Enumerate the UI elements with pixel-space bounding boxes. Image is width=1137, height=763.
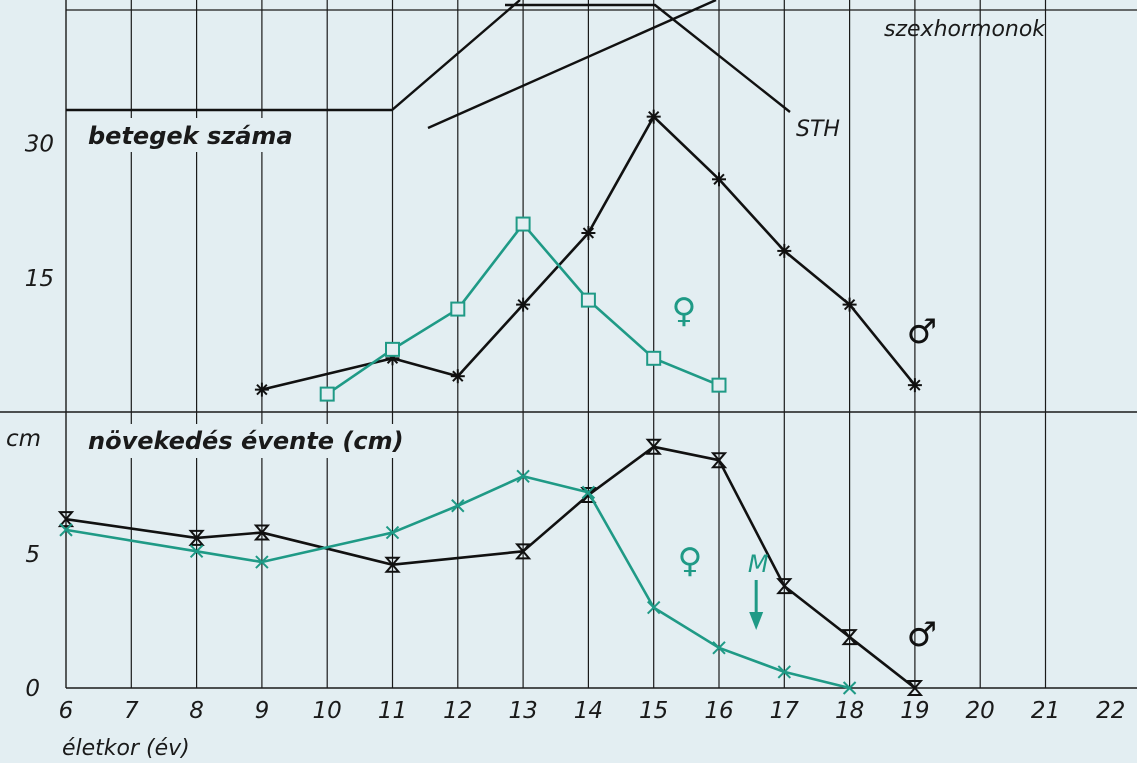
asterisk-marker <box>907 378 922 393</box>
x-tick-label: 16 <box>704 698 733 724</box>
patients-male-line <box>261 115 916 391</box>
growth-title-bg <box>84 424 444 458</box>
cross-marker <box>451 499 465 513</box>
x-tick-label: 17 <box>770 698 800 724</box>
cross-marker <box>255 555 269 569</box>
asterisk-marker <box>646 109 661 124</box>
square-marker <box>450 301 466 317</box>
cross-marker <box>581 485 596 500</box>
x-tick-label: 11 <box>378 698 407 724</box>
x-tick-label: 10 <box>313 698 342 724</box>
cross-marker <box>842 681 857 695</box>
x-tick-label: 12 <box>443 698 472 724</box>
patients-panel-title: betegek száma <box>88 122 293 150</box>
sth-label: STH <box>796 117 840 142</box>
x-axis-label: életkor (év) <box>62 736 190 761</box>
asterisk-marker <box>777 243 792 258</box>
x-tick-label: 22 <box>1096 698 1125 724</box>
square-marker <box>385 341 400 357</box>
x-tick-label: 21 <box>1031 698 1060 724</box>
menarche-arrow: M <box>748 550 769 630</box>
hourglass-marker <box>188 529 205 546</box>
asterisk-marker <box>254 382 269 397</box>
hourglass-marker <box>645 438 662 455</box>
cross-marker <box>646 600 661 615</box>
growth-panel: ♀ ♂ M <box>57 438 937 696</box>
y-tick-label: 15 <box>25 266 54 292</box>
male-symbol-icon: ♂ <box>907 312 937 352</box>
x-tick-label: 7 <box>124 698 139 724</box>
hourglass-marker <box>514 543 532 560</box>
x-tick-label: 20 <box>966 698 995 724</box>
patients-title-bg <box>84 118 320 152</box>
y-tick-label: 5 <box>25 542 40 568</box>
square-marker <box>319 386 335 402</box>
growth-panel-title: növekedés évente (cm) <box>88 427 404 455</box>
axis-labels: 30 15 5 06 7 8 9 10 11 12 13 14 15 16 17 18 19 20 21 22 <box>25 132 1126 725</box>
asterisk-marker <box>712 172 726 187</box>
asterisk-marker <box>450 369 465 384</box>
y-tick-label: 0 <box>25 676 40 702</box>
hourglass-marker <box>710 452 728 469</box>
cross-marker <box>712 641 726 655</box>
female-symbol-icon: ♀ <box>672 291 697 331</box>
asterisk-marker <box>581 226 596 240</box>
menarche-label: M <box>748 550 769 578</box>
asterisk-marker <box>516 297 531 312</box>
cross-marker <box>59 523 73 537</box>
y-tick-label: 30 <box>25 132 54 158</box>
patients-panel: ♀♂ <box>254 109 937 402</box>
hourglass-marker <box>57 511 75 528</box>
x-tick-label: 6 <box>59 698 74 724</box>
x-tick-label: 8 <box>189 698 204 724</box>
cross-marker <box>777 665 792 679</box>
hourglass-marker <box>253 524 271 541</box>
square-marker <box>711 377 727 393</box>
hormone-curves <box>66 0 791 130</box>
hourglass-marker <box>776 578 793 595</box>
square-marker <box>515 216 531 232</box>
hormone-baseline-curve <box>66 0 521 112</box>
sex-hormones-label: szexhormonok <box>884 17 1046 42</box>
hourglass-marker <box>841 629 858 646</box>
cross-marker <box>189 544 204 559</box>
sex-hormone-curve <box>427 0 717 130</box>
sth-curve <box>505 3 791 113</box>
growth-ylabel: cm <box>6 426 41 452</box>
x-tick-label: 18 <box>835 698 864 724</box>
x-tick-label: 19 <box>900 698 929 724</box>
male-symbol-icon: ♂ <box>907 615 937 655</box>
x-tick-label: 9 <box>255 698 270 724</box>
x-tick-label: 15 <box>639 698 668 724</box>
cross-marker <box>516 469 530 483</box>
x-tick-label: 13 <box>508 698 537 724</box>
hourglass-marker <box>384 556 401 573</box>
x-tick-label: 14 <box>574 698 603 724</box>
female-symbol-icon: ♀ <box>678 541 703 581</box>
square-marker <box>646 350 662 366</box>
asterisk-marker <box>842 297 857 312</box>
square-marker <box>580 292 596 308</box>
hourglass-marker <box>906 680 924 696</box>
cross-marker <box>385 525 400 540</box>
